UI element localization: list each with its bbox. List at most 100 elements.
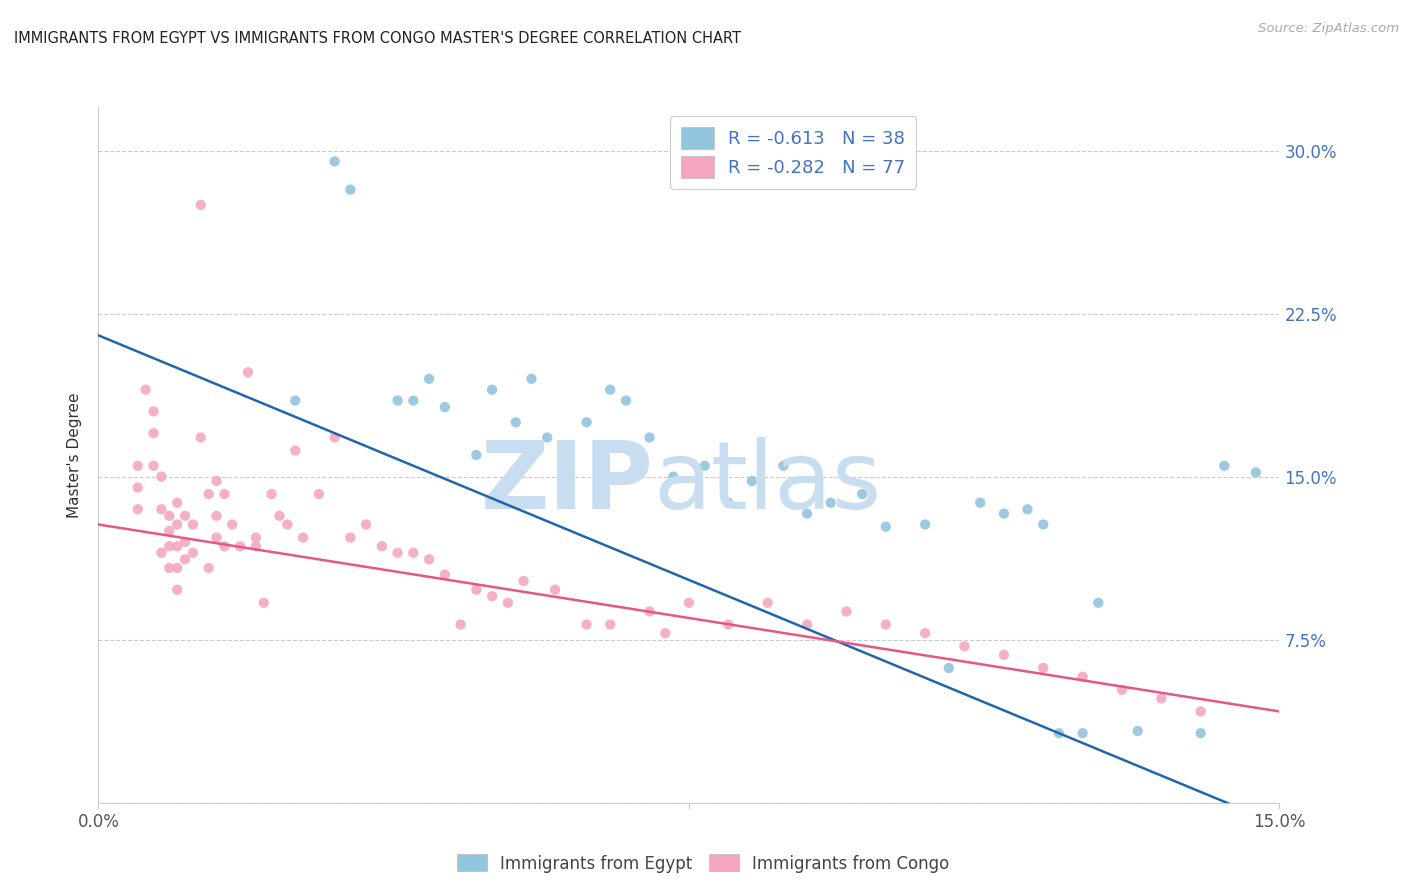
Point [142, 404, 165, 418]
Point [450, 617, 472, 632]
Point [875, 519, 897, 533]
Point [214, 487, 236, 501]
Point [512, 574, 534, 588]
Point [214, 539, 236, 553]
Point [253, 596, 276, 610]
Text: IMMIGRANTS FROM EGYPT VS IMMIGRANTS FROM CONGO MASTER'S DEGREE CORRELATION CHART: IMMIGRANTS FROM EGYPT VS IMMIGRANTS FROM… [14, 31, 741, 46]
Point [197, 561, 219, 575]
Point [181, 546, 204, 560]
Y-axis label: Master's Degree: Master's Degree [67, 392, 83, 517]
Point [229, 539, 252, 553]
Point [1071, 726, 1094, 740]
Point [1032, 661, 1054, 675]
Point [654, 626, 676, 640]
Point [127, 502, 149, 516]
Point [796, 617, 818, 632]
Point [481, 383, 503, 397]
Point [166, 517, 188, 532]
Point [339, 531, 361, 545]
Point [693, 458, 716, 473]
Point [638, 605, 661, 619]
Point [1017, 502, 1039, 516]
Point [575, 415, 598, 429]
Point [190, 198, 212, 212]
Point [150, 469, 173, 483]
Point [166, 539, 188, 553]
Point [851, 487, 873, 501]
Point [717, 496, 740, 510]
Point [221, 517, 243, 532]
Text: ZIP: ZIP [481, 437, 654, 529]
Point [308, 487, 330, 501]
Point [496, 596, 519, 610]
Point [1047, 726, 1070, 740]
Point [387, 393, 409, 408]
Point [135, 383, 157, 397]
Point [205, 474, 228, 488]
Point [402, 393, 425, 408]
Point [245, 539, 267, 553]
Point [418, 372, 440, 386]
Point [260, 487, 283, 501]
Point [142, 426, 165, 441]
Point [820, 496, 842, 510]
Point [174, 552, 197, 566]
Point [1111, 682, 1133, 697]
Point [402, 546, 425, 560]
Point [127, 481, 149, 495]
Point [166, 561, 188, 575]
Point [174, 508, 197, 523]
Point [157, 508, 180, 523]
Point [678, 596, 700, 610]
Point [505, 415, 527, 429]
Legend: Immigrants from Egypt, Immigrants from Congo: Immigrants from Egypt, Immigrants from C… [450, 847, 956, 880]
Point [1213, 458, 1236, 473]
Point [354, 517, 377, 532]
Point [969, 496, 991, 510]
Point [465, 582, 488, 597]
Point [205, 508, 228, 523]
Point [481, 589, 503, 603]
Point [387, 546, 409, 560]
Point [717, 617, 740, 632]
Point [756, 596, 779, 610]
Point [323, 431, 346, 445]
Point [339, 183, 361, 197]
Point [1071, 670, 1094, 684]
Point [276, 517, 298, 532]
Point [269, 508, 291, 523]
Point [772, 458, 794, 473]
Point [544, 582, 567, 597]
Point [205, 531, 228, 545]
Point [1244, 466, 1267, 480]
Point [142, 458, 165, 473]
Point [323, 154, 346, 169]
Point [938, 661, 960, 675]
Point [245, 531, 267, 545]
Point [1032, 517, 1054, 532]
Point [614, 393, 637, 408]
Point [1126, 724, 1149, 739]
Point [127, 458, 149, 473]
Point [150, 546, 173, 560]
Point [638, 431, 661, 445]
Point [796, 507, 818, 521]
Point [914, 517, 936, 532]
Point [536, 431, 558, 445]
Point [875, 617, 897, 632]
Point [190, 431, 212, 445]
Point [1087, 596, 1109, 610]
Point [1150, 691, 1173, 706]
Point [520, 372, 543, 386]
Legend: R = -0.613   N = 38, R = -0.282   N = 77: R = -0.613 N = 38, R = -0.282 N = 77 [671, 116, 917, 189]
Point [236, 365, 259, 379]
Point [197, 487, 219, 501]
Point [166, 582, 188, 597]
Point [157, 561, 180, 575]
Point [993, 507, 1015, 521]
Point [993, 648, 1015, 662]
Point [433, 567, 456, 582]
Point [292, 531, 315, 545]
Point [418, 552, 440, 566]
Point [575, 617, 598, 632]
